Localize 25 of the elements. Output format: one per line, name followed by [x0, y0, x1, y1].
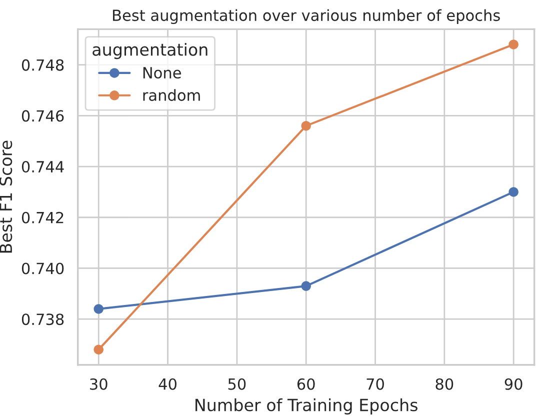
y-tick-label: 0.740 — [22, 262, 64, 274]
x-tick-label: 40 — [158, 378, 176, 390]
chart-title: Best augmentation over various number of epochs — [113, 9, 500, 24]
point — [301, 120, 311, 131]
legend-label: None — [143, 67, 181, 79]
x-tick-label: 60 — [297, 378, 315, 390]
y-axis-title: Best F1 Score — [0, 140, 12, 253]
x-tick-label: 50 — [228, 378, 246, 390]
y-tick-label: 0.742 — [22, 212, 64, 224]
y-tick-label: 0.746 — [22, 110, 64, 122]
y-tick-label: 0.748 — [22, 59, 64, 71]
x-tick-label: 80 — [436, 378, 454, 390]
x-tick-label: 90 — [504, 378, 522, 390]
legend-label: random — [143, 89, 200, 101]
y-tick-label: 0.738 — [22, 314, 64, 326]
point — [508, 40, 518, 50]
point — [301, 281, 311, 291]
x-tick-label: 70 — [366, 378, 384, 390]
point — [508, 187, 518, 197]
point — [94, 344, 104, 354]
x-tick-label: 30 — [90, 378, 108, 390]
legend-title: augmentation — [92, 42, 208, 60]
point — [94, 304, 104, 314]
y-tick-label: 0.744 — [22, 160, 64, 173]
x-axis-title: Number of Training Epochs — [196, 398, 418, 415]
